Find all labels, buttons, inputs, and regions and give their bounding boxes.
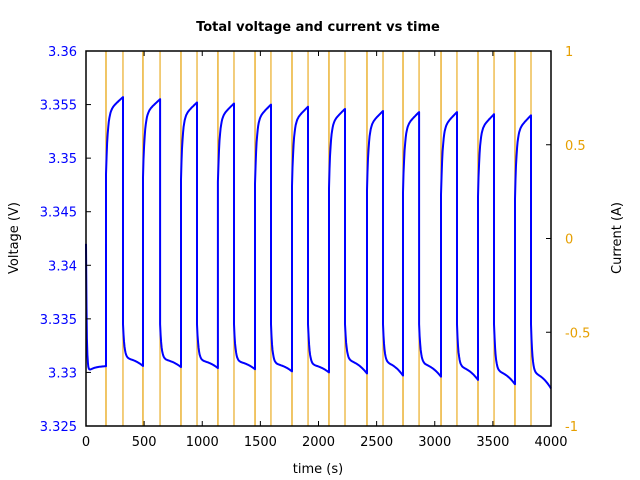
y-tick-label: 3.33 (48, 366, 77, 381)
x-axis-label: time (s) (293, 462, 343, 477)
y-axis-left-label: Voltage (V) (7, 202, 22, 274)
plot-frame (85, 50, 552, 427)
y-tick-label: 3.345 (40, 206, 77, 221)
y-axis-left-ticks: 3.325 3.33 3.335 3.34 3.345 3.35 3.355 3.36 (40, 45, 91, 435)
y2-tick-label: 0.5 (565, 139, 586, 154)
x-tick-label: 0 (82, 435, 90, 450)
y-axis-right-label: Current (A) (610, 202, 625, 274)
y2-tick-label: 0 (565, 233, 573, 248)
y-tick-label: 3.34 (48, 259, 77, 274)
y2-tick-label: -0.5 (565, 326, 590, 341)
x-tick-label: 3500 (476, 435, 509, 450)
y2-tick-label: 1 (565, 45, 573, 60)
x-axis-ticks: 0 500 1000 1500 2000 2500 3000 3500 4000 (82, 51, 568, 450)
y-tick-label: 3.335 (40, 313, 77, 328)
y-tick-label: 3.355 (40, 99, 77, 114)
chart-title: Total voltage and current vs time (196, 20, 440, 35)
x-tick-label: 2500 (360, 435, 393, 450)
x-tick-label: 1500 (244, 435, 277, 450)
y-tick-label: 3.325 (40, 420, 77, 435)
y-tick-label: 3.35 (48, 152, 77, 167)
x-tick-label: 2000 (302, 435, 335, 450)
x-tick-label: 500 (132, 435, 157, 450)
voltage-series (85, 96, 552, 390)
x-tick-label: 3000 (418, 435, 451, 450)
y-axis-right-ticks: -1 -0.5 0 0.5 1 (546, 45, 590, 435)
y-tick-label: 3.36 (48, 45, 77, 60)
x-tick-label: 4000 (534, 435, 567, 450)
x-tick-label: 1000 (186, 435, 219, 450)
voltage-line (85, 96, 552, 390)
y2-tick-label: -1 (565, 420, 578, 435)
